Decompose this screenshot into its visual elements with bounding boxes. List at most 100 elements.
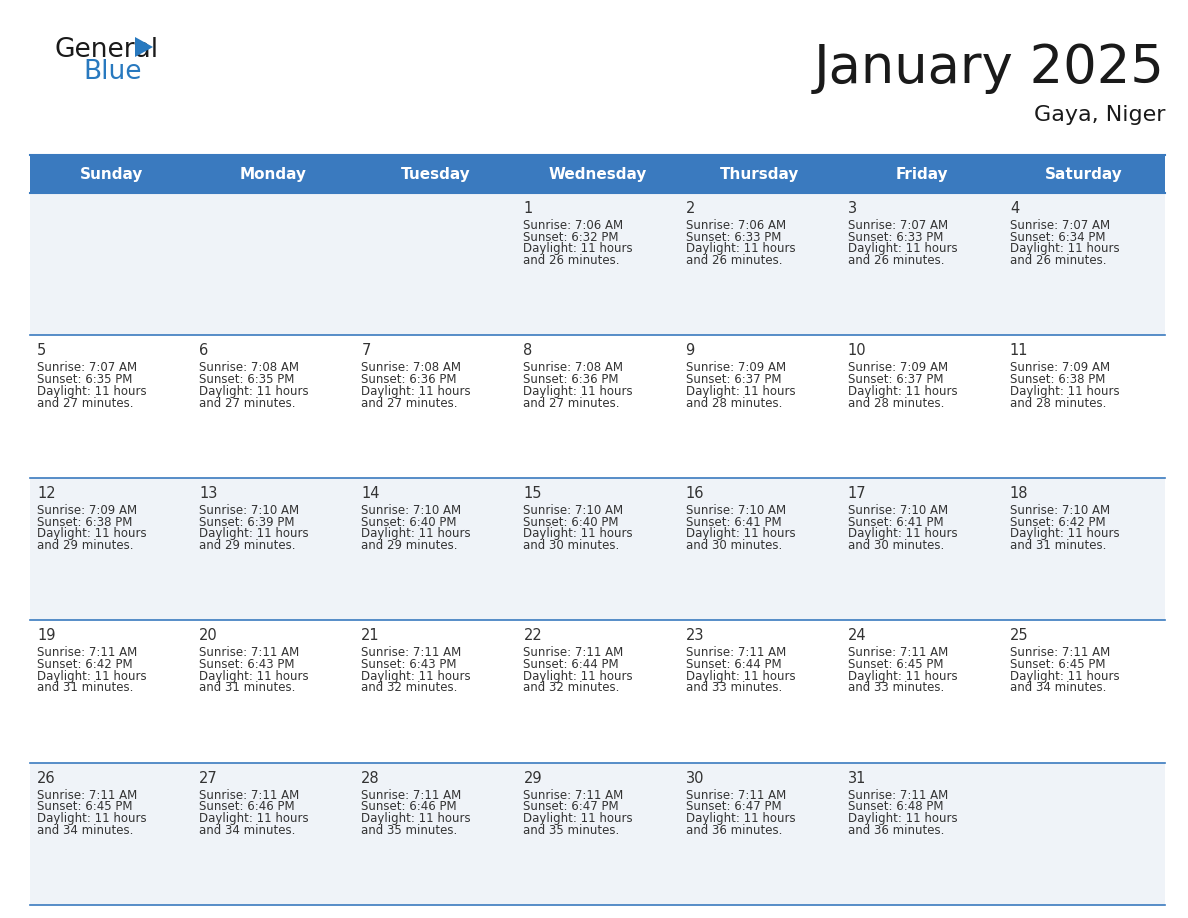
Text: and 36 minutes.: and 36 minutes. bbox=[848, 823, 944, 837]
Text: Sunrise: 7:11 AM: Sunrise: 7:11 AM bbox=[848, 646, 948, 659]
Bar bbox=[30, 193, 192, 335]
Text: Daylight: 11 hours: Daylight: 11 hours bbox=[685, 385, 795, 397]
Bar bbox=[30, 477, 192, 621]
Text: and 35 minutes.: and 35 minutes. bbox=[361, 823, 457, 837]
Text: Sunset: 6:45 PM: Sunset: 6:45 PM bbox=[37, 800, 133, 813]
Text: 21: 21 bbox=[361, 628, 380, 644]
Text: 23: 23 bbox=[685, 628, 704, 644]
Text: Daylight: 11 hours: Daylight: 11 hours bbox=[361, 385, 470, 397]
Text: Sunrise: 7:08 AM: Sunrise: 7:08 AM bbox=[200, 362, 299, 375]
Text: 22: 22 bbox=[524, 628, 542, 644]
Text: Sunset: 6:36 PM: Sunset: 6:36 PM bbox=[361, 373, 456, 386]
Text: Daylight: 11 hours: Daylight: 11 hours bbox=[848, 527, 958, 541]
Text: Sunset: 6:44 PM: Sunset: 6:44 PM bbox=[524, 658, 619, 671]
Text: Sunset: 6:47 PM: Sunset: 6:47 PM bbox=[524, 800, 619, 813]
Text: Sunrise: 7:09 AM: Sunrise: 7:09 AM bbox=[1010, 362, 1110, 375]
Text: Sunrise: 7:06 AM: Sunrise: 7:06 AM bbox=[685, 219, 785, 232]
Text: and 28 minutes.: and 28 minutes. bbox=[685, 397, 782, 409]
Text: Daylight: 11 hours: Daylight: 11 hours bbox=[200, 527, 309, 541]
Bar bbox=[354, 193, 517, 335]
Text: Sunset: 6:45 PM: Sunset: 6:45 PM bbox=[848, 658, 943, 671]
Bar bbox=[517, 621, 678, 763]
Text: and 26 minutes.: and 26 minutes. bbox=[685, 254, 782, 267]
Text: Daylight: 11 hours: Daylight: 11 hours bbox=[37, 385, 146, 397]
Text: Sunset: 6:38 PM: Sunset: 6:38 PM bbox=[1010, 373, 1105, 386]
Bar bbox=[192, 335, 354, 477]
Text: Sunset: 6:32 PM: Sunset: 6:32 PM bbox=[524, 230, 619, 244]
Text: Sunset: 6:39 PM: Sunset: 6:39 PM bbox=[200, 516, 295, 529]
Bar bbox=[841, 193, 1003, 335]
Bar bbox=[517, 193, 678, 335]
Text: 28: 28 bbox=[361, 770, 380, 786]
Text: Sunset: 6:36 PM: Sunset: 6:36 PM bbox=[524, 373, 619, 386]
Text: Friday: Friday bbox=[896, 166, 948, 182]
Text: Daylight: 11 hours: Daylight: 11 hours bbox=[848, 385, 958, 397]
Bar bbox=[192, 155, 354, 193]
Text: 31: 31 bbox=[848, 770, 866, 786]
Text: 16: 16 bbox=[685, 486, 704, 501]
Text: Sunrise: 7:07 AM: Sunrise: 7:07 AM bbox=[848, 219, 948, 232]
Bar bbox=[678, 193, 841, 335]
Text: 18: 18 bbox=[1010, 486, 1029, 501]
Bar bbox=[354, 477, 517, 621]
Text: Saturday: Saturday bbox=[1045, 166, 1123, 182]
Text: Sunrise: 7:11 AM: Sunrise: 7:11 AM bbox=[685, 646, 785, 659]
Bar bbox=[678, 477, 841, 621]
Text: 12: 12 bbox=[37, 486, 56, 501]
Text: Daylight: 11 hours: Daylight: 11 hours bbox=[37, 812, 146, 825]
Text: Sunrise: 7:08 AM: Sunrise: 7:08 AM bbox=[524, 362, 624, 375]
Text: Daylight: 11 hours: Daylight: 11 hours bbox=[37, 527, 146, 541]
Text: 9: 9 bbox=[685, 343, 695, 358]
Text: Sunday: Sunday bbox=[80, 166, 143, 182]
Text: 27: 27 bbox=[200, 770, 217, 786]
Text: Sunset: 6:42 PM: Sunset: 6:42 PM bbox=[1010, 516, 1106, 529]
Text: Daylight: 11 hours: Daylight: 11 hours bbox=[685, 242, 795, 255]
Text: 8: 8 bbox=[524, 343, 532, 358]
Text: 20: 20 bbox=[200, 628, 217, 644]
Text: Sunrise: 7:10 AM: Sunrise: 7:10 AM bbox=[1010, 504, 1110, 517]
Text: Daylight: 11 hours: Daylight: 11 hours bbox=[848, 812, 958, 825]
Text: Sunrise: 7:10 AM: Sunrise: 7:10 AM bbox=[848, 504, 948, 517]
Text: Sunset: 6:46 PM: Sunset: 6:46 PM bbox=[200, 800, 295, 813]
Text: Sunrise: 7:10 AM: Sunrise: 7:10 AM bbox=[524, 504, 624, 517]
Bar bbox=[30, 335, 192, 477]
Text: and 35 minutes.: and 35 minutes. bbox=[524, 823, 620, 837]
Text: Sunrise: 7:10 AM: Sunrise: 7:10 AM bbox=[685, 504, 785, 517]
Bar bbox=[517, 155, 678, 193]
Text: 11: 11 bbox=[1010, 343, 1029, 358]
Text: Sunset: 6:41 PM: Sunset: 6:41 PM bbox=[848, 516, 943, 529]
Text: Sunrise: 7:07 AM: Sunrise: 7:07 AM bbox=[1010, 219, 1110, 232]
Text: 5: 5 bbox=[37, 343, 46, 358]
Text: Thursday: Thursday bbox=[720, 166, 800, 182]
Text: Daylight: 11 hours: Daylight: 11 hours bbox=[524, 385, 633, 397]
Text: Sunrise: 7:10 AM: Sunrise: 7:10 AM bbox=[200, 504, 299, 517]
Text: Sunset: 6:46 PM: Sunset: 6:46 PM bbox=[361, 800, 457, 813]
Text: 25: 25 bbox=[1010, 628, 1029, 644]
Bar bbox=[841, 155, 1003, 193]
Bar bbox=[1003, 335, 1165, 477]
Text: Sunset: 6:41 PM: Sunset: 6:41 PM bbox=[685, 516, 782, 529]
Text: Sunrise: 7:11 AM: Sunrise: 7:11 AM bbox=[1010, 646, 1110, 659]
Text: Wednesday: Wednesday bbox=[549, 166, 646, 182]
Text: Daylight: 11 hours: Daylight: 11 hours bbox=[524, 669, 633, 683]
Text: 7: 7 bbox=[361, 343, 371, 358]
Bar bbox=[30, 621, 192, 763]
Bar bbox=[1003, 193, 1165, 335]
Text: and 33 minutes.: and 33 minutes. bbox=[848, 681, 944, 694]
Text: Sunset: 6:38 PM: Sunset: 6:38 PM bbox=[37, 516, 132, 529]
Bar bbox=[192, 763, 354, 905]
Text: General: General bbox=[55, 37, 159, 63]
Bar bbox=[192, 477, 354, 621]
Text: Sunrise: 7:11 AM: Sunrise: 7:11 AM bbox=[200, 789, 299, 801]
Text: Monday: Monday bbox=[240, 166, 307, 182]
Text: Sunrise: 7:06 AM: Sunrise: 7:06 AM bbox=[524, 219, 624, 232]
Text: Daylight: 11 hours: Daylight: 11 hours bbox=[524, 527, 633, 541]
Text: Daylight: 11 hours: Daylight: 11 hours bbox=[361, 812, 470, 825]
Text: and 27 minutes.: and 27 minutes. bbox=[200, 397, 296, 409]
Text: Sunrise: 7:09 AM: Sunrise: 7:09 AM bbox=[37, 504, 137, 517]
Bar bbox=[354, 621, 517, 763]
Text: 13: 13 bbox=[200, 486, 217, 501]
Text: Sunrise: 7:11 AM: Sunrise: 7:11 AM bbox=[37, 646, 138, 659]
Text: Sunrise: 7:09 AM: Sunrise: 7:09 AM bbox=[848, 362, 948, 375]
Text: Sunrise: 7:11 AM: Sunrise: 7:11 AM bbox=[361, 789, 461, 801]
